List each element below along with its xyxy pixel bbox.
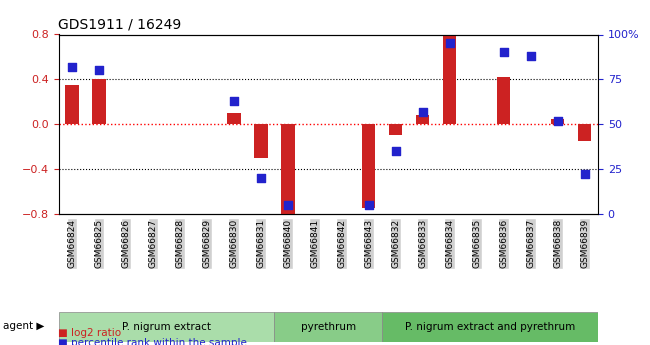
Bar [578, 124, 592, 141]
Bar [389, 124, 402, 135]
Text: P. nigrum extract and pyrethrum: P. nigrum extract and pyrethrum [405, 322, 575, 332]
Bar [254, 124, 268, 158]
Point [363, 202, 374, 208]
Point [445, 41, 455, 46]
Point [552, 118, 563, 124]
Bar [281, 124, 294, 216]
Point [499, 50, 509, 55]
Point [67, 64, 77, 70]
Bar [416, 115, 430, 124]
Text: GDS1911 / 16249: GDS1911 / 16249 [58, 18, 182, 32]
Bar [497, 77, 510, 124]
Text: ■ log2 ratio: ■ log2 ratio [58, 328, 122, 338]
Bar [551, 119, 564, 124]
Text: ■ percentile rank within the sample: ■ percentile rank within the sample [58, 338, 248, 345]
Point [94, 68, 104, 73]
Text: P. nigrum extract: P. nigrum extract [122, 322, 211, 332]
Point [283, 202, 293, 208]
Bar [362, 124, 376, 208]
Bar [443, 34, 456, 124]
Text: agent ▶: agent ▶ [3, 321, 45, 331]
Bar [58, 312, 274, 342]
Point [417, 109, 428, 115]
Point [525, 53, 536, 59]
Bar [65, 85, 79, 124]
Point [255, 175, 266, 181]
Text: pyrethrum: pyrethrum [301, 322, 356, 332]
Bar [92, 79, 106, 124]
Point [229, 98, 239, 104]
Point [579, 172, 590, 177]
Bar [274, 312, 382, 342]
Bar [382, 312, 598, 342]
Point [391, 148, 401, 154]
Bar [227, 113, 240, 124]
